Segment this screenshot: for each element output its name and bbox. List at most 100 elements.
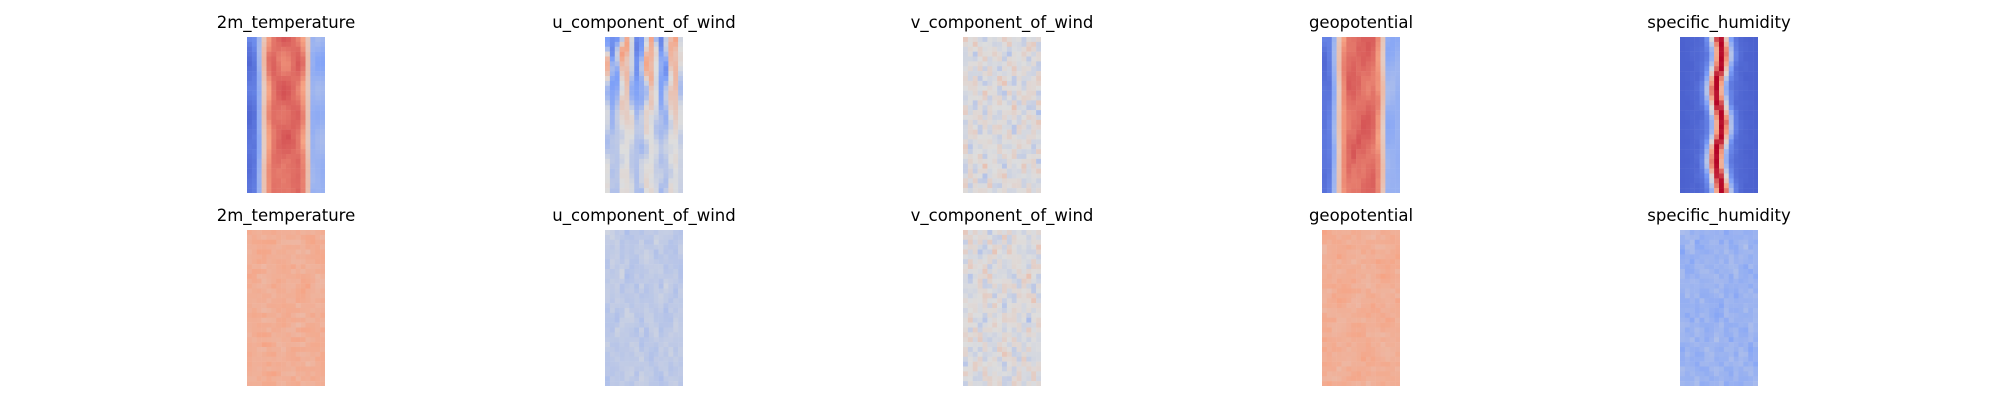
heatmap-cell — [1036, 273, 1041, 279]
heatmap-cell — [1002, 119, 1008, 125]
heatmap-cell — [678, 85, 683, 91]
heatmap-cell — [271, 41, 277, 47]
heatmap-cell — [1021, 254, 1027, 260]
heatmap-cell — [678, 71, 683, 77]
heatmap-cell — [977, 41, 983, 47]
heatmap-cell — [1704, 239, 1710, 245]
heatmap-cell — [1346, 371, 1352, 377]
heatmap-cell — [1336, 144, 1342, 150]
heatmap-cell — [678, 51, 683, 57]
heatmap-cell — [320, 361, 325, 367]
heatmap-cell — [668, 85, 674, 91]
heatmap-cell — [300, 342, 306, 348]
heatmap-cell — [305, 376, 311, 382]
heatmap-cell — [605, 293, 611, 299]
heatmap-cell — [967, 322, 973, 328]
heatmap-cell — [276, 188, 282, 193]
heatmap-cell — [992, 332, 998, 338]
heatmap-cell — [1341, 269, 1347, 275]
heatmap-cell — [663, 264, 669, 270]
heatmap-cell — [251, 95, 257, 101]
heatmap-cell — [653, 100, 659, 106]
heatmap-cell — [256, 66, 262, 72]
heatmap-cell — [1361, 278, 1367, 284]
heatmap-cell — [310, 41, 316, 47]
heatmap-cell — [1021, 105, 1027, 111]
heatmap-cell — [609, 158, 615, 164]
heatmap-cell — [1738, 163, 1744, 169]
heatmap-cell — [1346, 115, 1352, 121]
heatmap-cell — [972, 298, 978, 304]
heatmap-cell — [963, 269, 969, 275]
heatmap-cell — [1709, 144, 1715, 150]
heatmap-cell — [1709, 322, 1715, 328]
heatmap-cell — [605, 76, 611, 82]
heatmap-cell — [982, 351, 988, 357]
heatmap-cell — [668, 124, 674, 130]
heatmap-cell — [997, 139, 1003, 145]
heatmap-cell — [1689, 149, 1695, 155]
heatmap-cell — [281, 269, 287, 275]
heatmap-cell — [634, 332, 640, 338]
heatmap-cell — [629, 239, 635, 245]
heatmap-cell — [281, 100, 287, 106]
heatmap-cell — [1390, 158, 1396, 164]
heatmap-cell — [1694, 163, 1700, 169]
heatmap-cell — [1356, 239, 1362, 245]
heatmap-cell — [295, 269, 301, 275]
heatmap-cell — [1026, 139, 1032, 145]
heatmap-cell — [1346, 356, 1352, 362]
heatmap-cell — [1728, 144, 1734, 150]
heatmap-cell — [619, 134, 625, 140]
heatmap-cell — [1694, 337, 1700, 343]
heatmap-cell — [1326, 293, 1332, 299]
heatmap-cell — [1743, 234, 1749, 240]
heatmap-cell — [1743, 119, 1749, 125]
heatmap-cell — [1031, 51, 1037, 57]
heatmap-cell — [1341, 308, 1347, 314]
heatmap-cell — [1385, 254, 1391, 260]
heatmap-cell — [295, 144, 301, 150]
heatmap-cell — [1709, 303, 1715, 309]
heatmap-cell — [629, 90, 635, 96]
heatmap-cell — [1680, 259, 1686, 265]
heatmap-cell — [668, 80, 674, 86]
heatmap-cell — [977, 61, 983, 67]
heatmap-cell — [619, 288, 625, 294]
heatmap-cell — [1002, 41, 1008, 47]
heatmap-cell — [266, 342, 272, 348]
heatmap-cell — [290, 105, 296, 111]
heatmap-cell — [295, 41, 301, 47]
heatmap-cell — [1016, 273, 1022, 279]
heatmap-cell — [1704, 154, 1710, 160]
heatmap-cell — [286, 273, 292, 279]
heatmap-cell — [256, 80, 262, 86]
heatmap-cell — [276, 90, 282, 96]
heatmap-cell — [1395, 115, 1400, 121]
heatmap-cell — [266, 154, 272, 160]
heatmap-cell — [972, 361, 978, 367]
heatmap-cell — [648, 110, 654, 116]
heatmap-cell — [644, 283, 650, 289]
heatmap-cell — [1684, 66, 1690, 72]
heatmap-cell — [1699, 139, 1705, 145]
heatmap-cell — [1719, 312, 1725, 318]
heatmap-cell — [972, 351, 978, 357]
heatmap-cell — [1719, 37, 1725, 43]
heatmap-cell — [1723, 124, 1729, 130]
heatmap-cell — [1361, 85, 1367, 91]
heatmap-cell — [281, 183, 287, 189]
heatmap-cell — [1370, 249, 1376, 255]
heatmap-cell — [972, 110, 978, 116]
heatmap-cell — [1326, 90, 1332, 96]
heatmap-cell — [997, 303, 1003, 309]
heatmap-cell — [1356, 317, 1362, 323]
heatmap-cell — [1351, 283, 1357, 289]
heatmap-cell — [271, 154, 277, 160]
heatmap-cell — [266, 244, 272, 250]
heatmap-cell — [315, 298, 321, 304]
heatmap-cell — [987, 149, 993, 155]
heatmap-cell — [1380, 129, 1386, 135]
heatmap-cell — [1704, 163, 1710, 169]
heatmap-cell — [663, 259, 669, 265]
